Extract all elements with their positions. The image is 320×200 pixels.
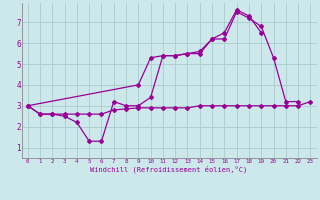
X-axis label: Windchill (Refroidissement éolien,°C): Windchill (Refroidissement éolien,°C): [91, 165, 248, 173]
